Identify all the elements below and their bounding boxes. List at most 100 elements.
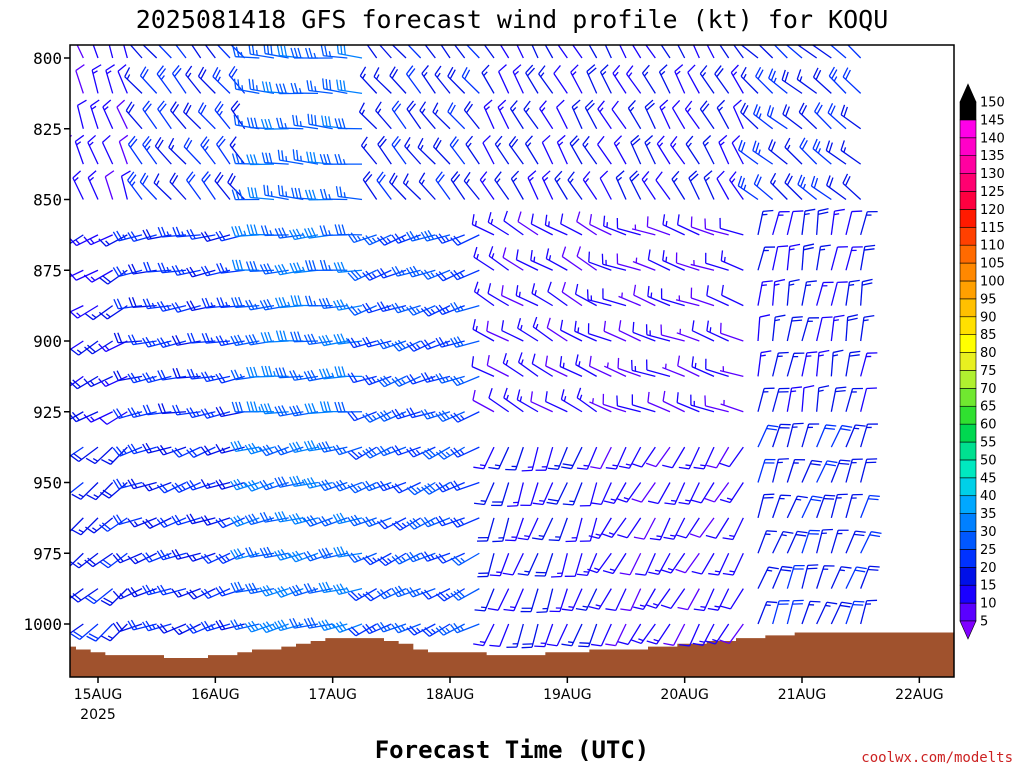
barb-full [453, 375, 461, 385]
barb-full [635, 573, 646, 576]
barb-half [285, 191, 288, 197]
barb-staff [589, 482, 598, 506]
barb-full [362, 625, 370, 634]
barb-full [339, 512, 347, 523]
wind-barb [127, 171, 143, 200]
barb-full [687, 64, 696, 73]
barb-staff [757, 530, 768, 554]
wind-barb [290, 82, 319, 95]
barb-staff [338, 269, 363, 273]
barb-staff [655, 179, 671, 200]
barb-staff [17, 376, 39, 386]
barb-half [832, 354, 839, 357]
barb-staff [556, 482, 568, 505]
barb-staff [354, 552, 377, 563]
wind-barb [720, 399, 744, 413]
barb-full [435, 451, 445, 460]
wind-barb [127, 231, 157, 242]
wind-barb [784, 137, 803, 165]
barb-full [264, 332, 269, 343]
colorbar-label: 5 [980, 615, 988, 630]
barb-staff [369, 269, 392, 281]
barb-half [606, 362, 609, 368]
wind-barb [538, 65, 554, 94]
wind-barb [406, 586, 436, 598]
barb-full [343, 80, 346, 91]
wind-barb [0, 581, 25, 605]
barb-staff [512, 71, 524, 94]
barb-full [792, 210, 804, 213]
barb-half [583, 570, 589, 573]
barb-full [116, 99, 126, 108]
barb-full [281, 227, 288, 238]
barb-full [253, 117, 258, 129]
barb-half [533, 256, 536, 262]
wind-barb [263, 184, 289, 201]
barb-staff [427, 269, 451, 280]
barb-full [383, 410, 391, 419]
barb-half [63, 597, 67, 602]
barb-staff [373, 76, 392, 94]
barb-staff [398, 375, 421, 387]
barb-half [371, 483, 376, 489]
barb-full [252, 261, 258, 272]
barb-full [688, 170, 698, 179]
barb-staff [658, 71, 671, 94]
wind-barb [200, 515, 231, 526]
wind-barb [693, 446, 715, 470]
barb-full [424, 449, 433, 458]
barb-full [432, 102, 439, 113]
wind-barb [860, 494, 880, 519]
barb-half [853, 427, 860, 430]
barb-staff [757, 388, 765, 412]
wind-barb [647, 391, 671, 413]
barb-full [629, 170, 638, 179]
barb-full [394, 408, 402, 419]
barb-staff [176, 375, 201, 379]
wind-barb [70, 269, 99, 281]
barb-half [638, 638, 644, 642]
barb-full [100, 599, 111, 607]
barb-full [142, 404, 149, 416]
barb-full [325, 79, 328, 90]
barb-half [451, 37, 456, 41]
barb-full [662, 214, 666, 225]
barb-half [634, 224, 637, 230]
barb-full [602, 393, 605, 405]
barb-half [90, 380, 95, 386]
wind-barb [288, 513, 319, 525]
wind-barb [106, 45, 114, 59]
barb-full [797, 530, 808, 534]
barb-full [341, 224, 346, 235]
wind-barb [471, 214, 495, 236]
barb-full [227, 172, 234, 183]
barb-half [92, 527, 98, 532]
barb-half [806, 355, 812, 357]
barb-full [309, 80, 313, 92]
barb-half [18, 346, 22, 351]
wind-barb [796, 69, 818, 94]
barb-half [401, 625, 406, 631]
wind-barb [230, 619, 260, 631]
barb-full [814, 102, 821, 112]
barb-full [197, 66, 205, 77]
wind-barb [462, 45, 480, 59]
barb-full [453, 269, 461, 279]
wind-barb [391, 302, 421, 314]
wind-barb [618, 446, 642, 469]
barb-staff [124, 76, 143, 94]
barb-staff [501, 329, 524, 342]
barb-full [214, 69, 221, 80]
colorbar-segment [959, 334, 977, 353]
barb-full [720, 605, 731, 610]
barb-full [266, 584, 274, 595]
barb-full [769, 107, 775, 118]
barb-full [281, 185, 284, 197]
barb-staff [279, 411, 304, 417]
barb-full [362, 171, 371, 181]
barb-half [406, 144, 411, 150]
wind-barb [525, 64, 539, 94]
wind-barb [450, 234, 480, 246]
barb-staff [541, 177, 554, 200]
barb-half [656, 535, 662, 538]
